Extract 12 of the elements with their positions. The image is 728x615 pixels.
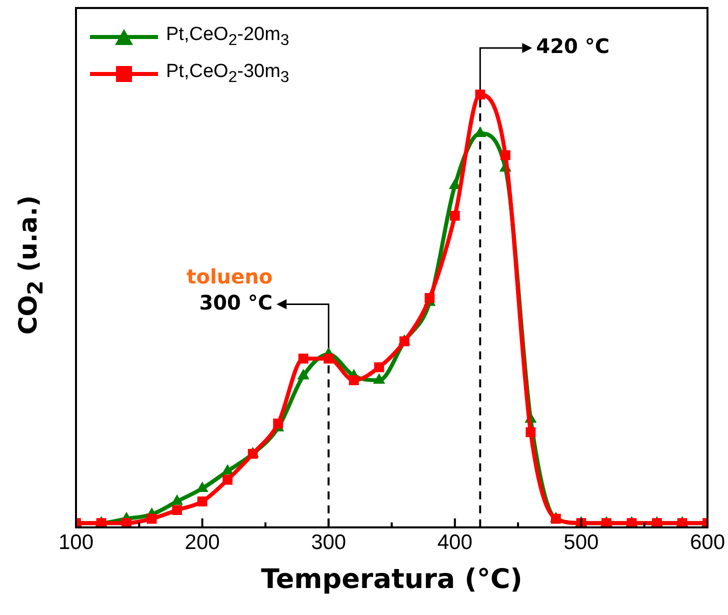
x-tick-label: 500 bbox=[564, 530, 599, 554]
legend-label: Pt,CeO$_{2}$-20m$_{3}$ bbox=[166, 24, 290, 50]
x-tick-label: 300 bbox=[311, 530, 346, 554]
ref-line-label: 300 °C bbox=[199, 290, 273, 314]
x-tick-label: 600 bbox=[690, 530, 726, 554]
x-axis-title: Temperatura (°C) bbox=[260, 564, 522, 595]
x-tick-label: 400 bbox=[437, 530, 472, 554]
annotation: tolueno bbox=[186, 264, 273, 288]
legend-label: Pt,CeO$_{2}$-30m$_{3}$ bbox=[166, 60, 290, 86]
legend-label: 420 °C bbox=[536, 34, 610, 58]
x-tick-label: 100 bbox=[58, 530, 94, 554]
x-tick-label: 200 bbox=[184, 530, 220, 554]
